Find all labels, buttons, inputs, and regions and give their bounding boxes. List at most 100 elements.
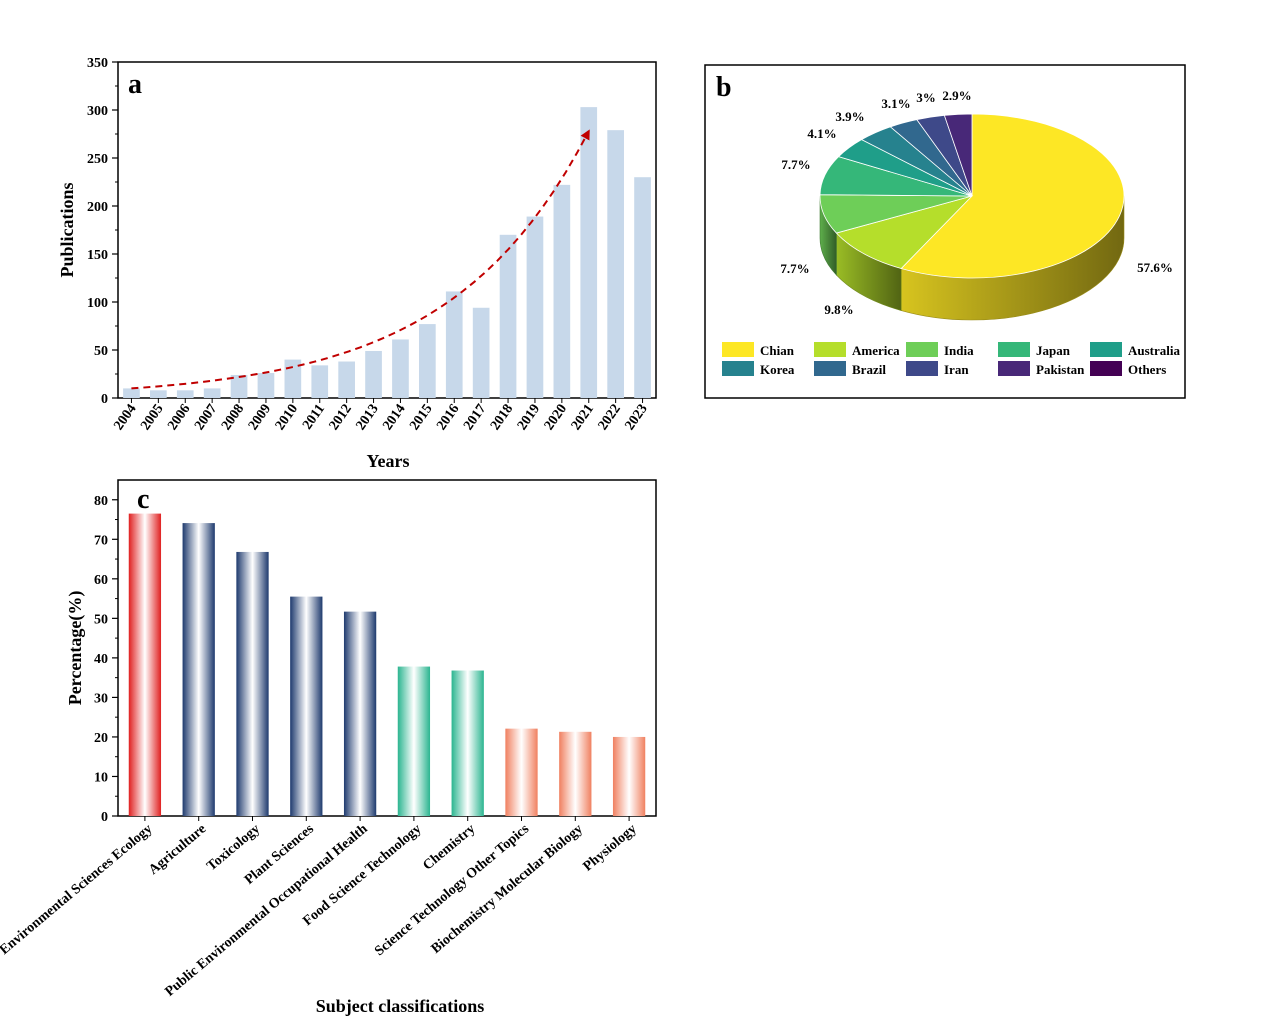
y-tick-label: 40 (94, 652, 108, 667)
bar-2021 (580, 107, 598, 399)
x-tick-label: 2022 (596, 402, 624, 434)
y-tick-label: 10 (94, 770, 108, 785)
bar-2006 (176, 390, 194, 398)
pie-slice-chian (900, 113, 1125, 279)
panel-a-xlabel: Years (367, 451, 410, 471)
legend-label-india: India (944, 343, 974, 358)
bar-science-technology-other-topics (505, 728, 538, 816)
x-tick-label: 2012 (327, 402, 355, 434)
x-tick-label: 2007 (192, 402, 220, 434)
legend-swatch-pakistan (998, 361, 1030, 376)
bar-2012 (338, 361, 355, 398)
bar-2017 (472, 307, 490, 398)
bar-biochemistry-molecular-biology (559, 731, 592, 816)
panel-c-chart: c 0 10 20 30 40 50 60 70 80 Environmental Scienc… (0, 479, 657, 1016)
y-tick-label: 20 (94, 731, 108, 746)
y-tick-label: 0 (101, 810, 108, 825)
legend-swatch-australia (1090, 342, 1122, 357)
x-tick-label: 2006 (165, 402, 193, 434)
panel-b-letter: b (716, 72, 732, 103)
x-tick-label: 2021 (569, 402, 597, 434)
bar-2023 (634, 177, 651, 398)
x-tick-label: 2018 (488, 402, 516, 434)
y-tick-label: 300 (87, 104, 108, 119)
bar-2005 (150, 390, 167, 398)
bar-agriculture (182, 523, 215, 816)
bar-2007 (203, 388, 221, 398)
x-tick-label: 2020 (542, 402, 570, 434)
bar-2019 (526, 216, 544, 398)
legend-label-chian: Chian (760, 343, 795, 358)
panel-a-chart: a 0 50 100 150 200 250 300 350 2004200520062007… (57, 56, 657, 471)
x-tick-label: 2008 (219, 402, 247, 434)
pie-pct-australia: 4.1% (807, 126, 836, 141)
y-tick-label: 80 (94, 494, 108, 509)
panel-a-ylabel: Publications (57, 182, 77, 277)
bar-chemistry (451, 670, 484, 816)
bar-2015 (419, 324, 436, 398)
panel-c-ylabel: Percentage(%) (65, 591, 86, 706)
x-tick-label: 2019 (515, 402, 543, 434)
y-tick-label: 350 (87, 56, 108, 71)
bar-2008 (230, 374, 248, 398)
legend-label-japan: Japan (1036, 343, 1071, 358)
bar-plant-sciences (290, 596, 323, 816)
bar-2011 (311, 365, 329, 398)
legend-swatch-korea (722, 361, 754, 376)
legend-label-brazil: Brazil (852, 362, 886, 377)
pie-pct-america: 9.8% (824, 302, 853, 317)
y-tick-label: 50 (94, 612, 108, 627)
pie-pct-iran: 3% (916, 90, 936, 105)
x-tick-label: Physiology (581, 822, 640, 875)
panel-c-letter: c (137, 484, 149, 515)
bar-2009 (257, 373, 275, 398)
bar-2013 (365, 350, 382, 398)
legend-label-australia: Australia (1128, 343, 1181, 358)
pie-slice-america (835, 195, 974, 270)
y-tick-label: 0 (101, 392, 108, 407)
pie-pct-pakistan: 2.9% (942, 88, 971, 103)
bar-2010 (284, 359, 302, 398)
trend-arrow (131, 129, 590, 390)
bar-2022 (607, 130, 624, 398)
x-tick-label: 2009 (246, 402, 274, 434)
bar-2018 (499, 234, 517, 398)
y-tick-label: 150 (87, 248, 108, 263)
pie-slice-pakistan (943, 113, 973, 197)
panel-c-frame (117, 479, 657, 817)
y-tick-label: 200 (87, 200, 108, 215)
pie-pct-japan: 7.7% (781, 157, 810, 172)
pie-pct-india: 7.7% (780, 261, 809, 276)
x-tick-label: 2005 (138, 402, 166, 434)
y-tick-label: 100 (87, 296, 108, 311)
bar-food-science-technology (397, 666, 431, 816)
bar-2014 (392, 339, 409, 398)
legend-label-others: Others (1128, 362, 1166, 377)
y-tick-label: 70 (94, 533, 108, 548)
pie-pct-brazil: 3.1% (881, 96, 910, 111)
x-tick-label: 2017 (461, 402, 489, 434)
pie-pct-chian: 57.6% (1137, 260, 1173, 275)
x-tick-label: 2016 (434, 402, 462, 434)
panel-a-letter: a (128, 69, 142, 100)
legend-swatch-iran (906, 361, 938, 376)
y-tick-label: 50 (94, 344, 108, 359)
legend-swatch-america (814, 342, 846, 357)
y-tick-label: 60 (94, 573, 108, 588)
x-tick-label: 2023 (622, 402, 650, 434)
x-tick-label: Environmental Sciences Ecology (0, 822, 155, 958)
legend-swatch-brazil (814, 361, 846, 376)
x-tick-label: 2010 (273, 402, 301, 434)
x-tick-label: Agriculture (146, 822, 209, 878)
panel-a-frame (117, 61, 657, 399)
x-tick-label: 2014 (380, 402, 408, 434)
legend-label-america: America (852, 343, 900, 358)
x-tick-label: 2004 (111, 402, 139, 434)
y-tick-label: 30 (94, 691, 108, 706)
bar-public-environmental-occupational-health (343, 611, 377, 816)
panel-b-chart: b 57.6% 9.8% 7.7% 7.7% 4.1% 3.9% 3.1% 3% 2.9% Ch… (704, 64, 1186, 399)
legend-label-pakistan: Pakistan (1036, 362, 1085, 377)
bar-2004 (123, 388, 140, 398)
pie-pct-korea: 3.9% (835, 109, 864, 124)
